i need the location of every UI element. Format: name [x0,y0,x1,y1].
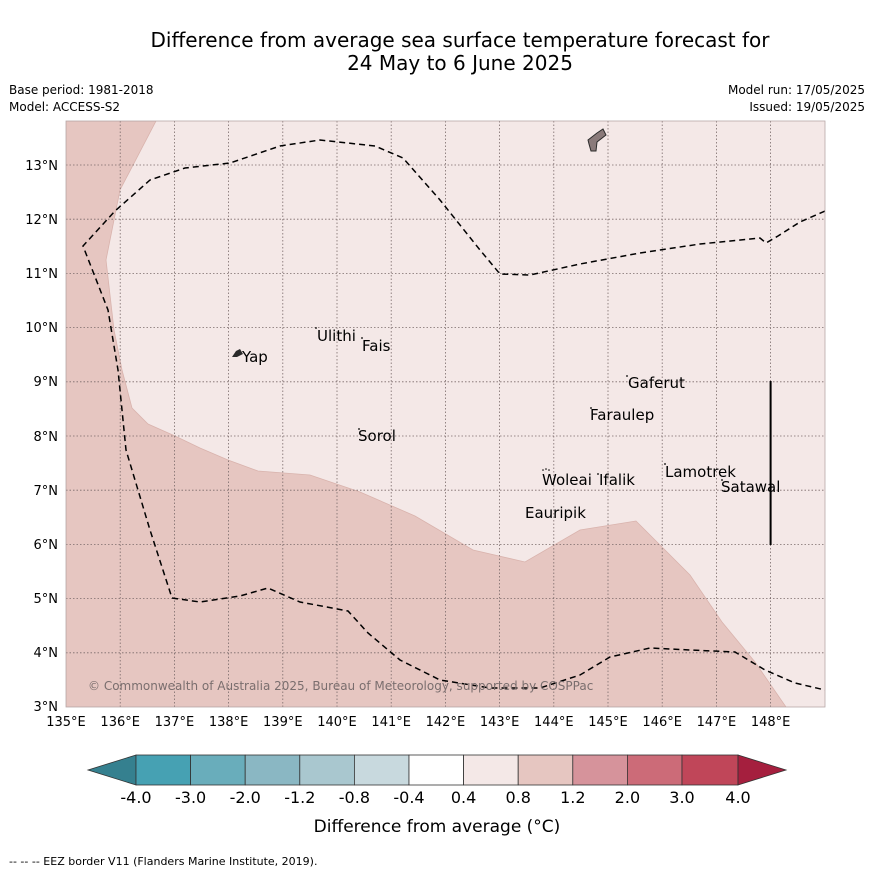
lat-label-11n: 11°N [25,267,58,282]
colorbar-extend-low [86,754,137,786]
place-label-faraulep: Faraulep [590,406,654,424]
lon-label-139e: 139°E [263,715,303,730]
lon-label-137e: 137°E [155,715,195,730]
place-label-ulithi: Ulithi [317,327,356,345]
colorbar-tick-2: -2.0 [230,788,261,807]
lat-label-3n: 3°N [34,700,59,715]
place-label-woleai: Woleai [542,471,592,489]
colorbar-tick-10: 3.0 [669,788,694,807]
colorbar-tick-labels: -4.0 -3.0 -2.0 -1.2 -0.8 -0.4 0.4 0.8 1.… [120,788,750,807]
model-name: Model: ACCESS-S2 [9,100,121,114]
longitude-labels: 135°E 136°E 137°E 138°E 139°E 140°E 141°… [46,715,790,730]
lon-label-144e: 144°E [534,715,574,730]
model-run: Model run: 17/05/2025 [727,83,865,97]
place-label-eauripik: Eauripik [525,504,586,522]
colorbar-segment-2 [190,754,246,786]
colorbar-tick-6: 0.4 [451,788,476,807]
colorbar-segment-5 [353,754,410,786]
base-period: Base period: 1981-2018 [9,83,154,97]
place-label-lamotrek: Lamotrek [665,463,736,481]
colorbar-segment-1 [135,754,191,786]
colorbar-segment-6 [408,754,464,786]
lat-label-13n: 13°N [25,159,58,174]
eez-border [82,139,825,691]
lat-label-7n: 7°N [34,484,59,499]
colorbar-segment-11 [681,754,739,786]
lat-label-12n: 12°N [25,213,58,228]
colorbar-segment-7 [463,754,519,786]
colorbar-segment-9 [572,754,628,786]
colorbar-tick-3: -1.2 [284,788,315,807]
colorbar-tick-8: 1.2 [560,788,585,807]
colorbar-segment-8 [517,754,574,786]
lon-label-147e: 147°E [697,715,737,730]
guam-island [587,128,607,152]
lon-label-142e: 142°E [426,715,466,730]
lon-label-145e: 145°E [588,715,628,730]
place-label-satawal: Satawal [721,478,780,496]
place-label-yap: Yap [241,348,268,366]
atoll-dots [315,327,723,481]
lon-label-140e: 140°E [317,715,357,730]
lat-label-4n: 4°N [34,646,59,661]
colorbar-title: Difference from average (°C) [314,817,561,837]
lat-label-9n: 9°N [34,375,59,390]
place-label-gaferut: Gaferut [628,374,685,392]
place-label-ifalik: Ifalik [599,471,635,489]
yap-island [232,349,243,357]
lon-label-146e: 146°E [642,715,682,730]
map-frame [65,120,826,708]
lat-label-6n: 6°N [34,538,59,553]
title-line-2: 24 May to 6 June 2025 [347,51,573,75]
lon-label-143e: 143°E [480,715,520,730]
lat-label-5n: 5°N [34,592,59,607]
copyright-notice: © Commonwealth of Australia 2025, Bureau… [88,679,593,693]
eez-footnote: -- -- -- EEZ border V11 (Flanders Marine… [9,855,317,868]
lat-label-10n: 10°N [25,321,58,336]
colorbar-tick-4: -0.8 [339,788,370,807]
colorbar-segment-3 [244,754,301,786]
lon-label-136e: 136°E [100,715,140,730]
colorbar-tick-9: 2.0 [615,788,640,807]
lon-label-135e: 135°E [46,715,86,730]
colorbar-extend-high [737,754,788,786]
lon-label-148e: 148°E [751,715,791,730]
issued-date: Issued: 19/05/2025 [749,100,865,114]
colorbar-segment-10 [627,754,683,786]
ocean-anomaly-band-warm [66,121,787,707]
lon-label-138e: 138°E [209,715,249,730]
place-label-sorol: Sorol [358,427,396,445]
colorbar-tick-5: -0.4 [393,788,424,807]
grid-lines [66,121,825,707]
colorbar-segment-4 [299,754,355,786]
lat-label-8n: 8°N [34,430,59,445]
latitude-labels: 3°N 4°N 5°N 6°N 7°N 8°N 9°N 10°N 11°N 12… [25,159,58,715]
title-line-1: Difference from average sea surface temp… [150,28,770,52]
lon-label-141e: 141°E [371,715,411,730]
colorbar-tick-1: -3.0 [175,788,206,807]
colorbar-tick-11: 4.0 [725,788,750,807]
colorbar-tick-7: 0.8 [505,788,530,807]
colorbar [86,754,788,786]
colorbar-tick-0: -4.0 [120,788,151,807]
place-label-fais: Fais [362,337,391,355]
